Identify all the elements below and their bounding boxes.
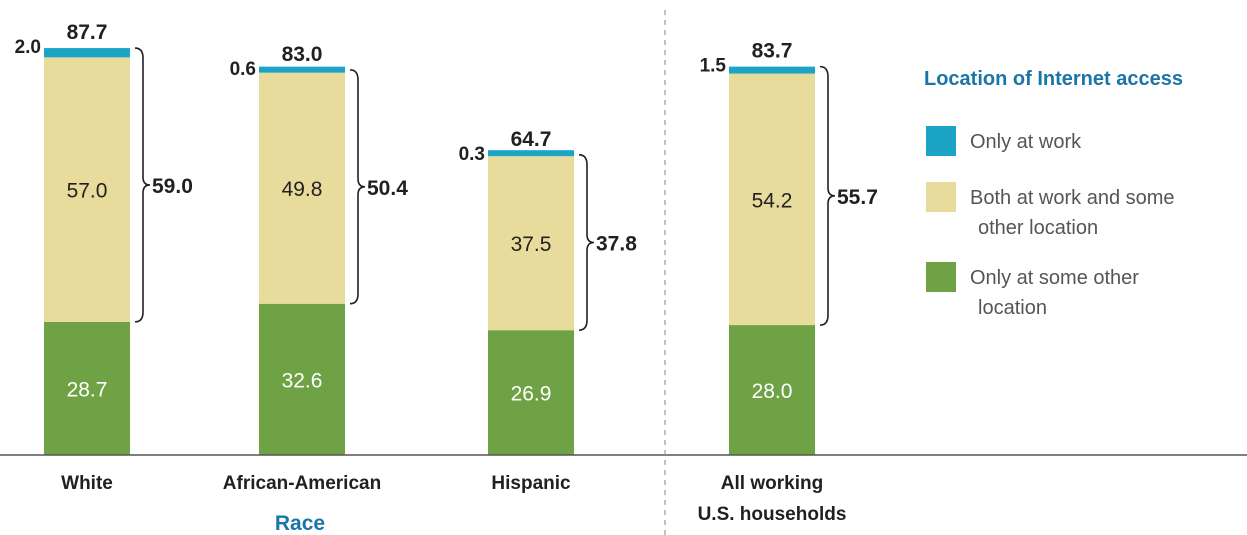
value-label-all-working-u-s-households-only-at-some-other-location: 28.0 <box>752 380 793 403</box>
category-label-all-working-u-s-households-line2: U.S. households <box>698 504 847 525</box>
total-label-hispanic: 64.7 <box>511 128 552 151</box>
value-label-african-american-both-at-work-and-some-other-location: 49.8 <box>282 178 323 201</box>
legend-swatch-only-at-some-other-location <box>926 262 956 292</box>
bar-hispanic-only-at-work <box>488 150 574 157</box>
work-total-label-white: 59.0 <box>152 175 193 198</box>
only-work-label-all-working-u-s-households: 1.5 <box>700 56 727 77</box>
value-label-african-american-only-at-some-other-location: 32.6 <box>282 369 323 392</box>
only-work-label-african-american: 0.6 <box>230 59 256 80</box>
labels-layer: 28.7 57.0 87.7 2.0 59.0 32.6 49.8 83.0 0.6 50.4 26… <box>15 21 878 406</box>
total-label-all-working-u-s-households: 83.7 <box>752 40 793 63</box>
only-work-label-hispanic: 0.3 <box>459 144 485 165</box>
category-label-african-american: African-American <box>223 473 381 494</box>
legend-label-only-at-some-other-location-line2: location <box>978 297 1047 319</box>
category-label-white: White <box>61 473 113 494</box>
legend-label-only-at-work: Only at work <box>970 131 1082 153</box>
legend-swatch-only-at-work <box>926 126 956 156</box>
bar-african-american-only-at-work <box>259 66 345 73</box>
bar-african-american-only-at-some-other-location <box>259 303 345 455</box>
legend-swatch-both-at-work-and-some-other-location <box>926 182 956 212</box>
group-label-race: Race <box>275 512 325 535</box>
bar-all-working-u-s-households-both-at-work-and-some-other-location <box>729 73 815 326</box>
legend-title: Location of Internet access <box>924 68 1183 90</box>
bar-african-american-both-at-work-and-some-other-location <box>259 72 345 304</box>
value-label-hispanic-both-at-work-and-some-other-location: 37.5 <box>511 233 552 256</box>
value-label-hispanic-only-at-some-other-location: 26.9 <box>511 383 552 406</box>
bar-white-only-at-work <box>44 48 130 58</box>
brace-african-american <box>349 69 366 305</box>
work-total-label-african-american: 50.4 <box>367 177 408 200</box>
category-label-all-working-u-s-households: All working <box>721 473 823 494</box>
work-total-label-all-working-u-s-households: 55.7 <box>837 186 878 209</box>
total-label-white: 87.7 <box>67 21 108 44</box>
bar-hispanic-both-at-work-and-some-other-location <box>488 156 574 331</box>
bar-white-only-at-some-other-location <box>44 321 130 455</box>
value-label-all-working-u-s-households-both-at-work-and-some-other-location: 54.2 <box>752 189 793 212</box>
bars-layer <box>44 48 815 455</box>
category-labels: White African-American Hispanic All working… <box>61 473 846 525</box>
value-label-white-both-at-work-and-some-other-location: 57.0 <box>67 180 108 203</box>
total-label-african-american: 83.0 <box>282 43 323 66</box>
brace-white <box>134 47 151 323</box>
category-label-hispanic: Hispanic <box>491 473 571 494</box>
bar-white-both-at-work-and-some-other-location <box>44 57 130 322</box>
brace-hispanic <box>578 153 595 331</box>
legend: Location of Internet access Only at work… <box>924 68 1183 319</box>
bar-all-working-u-s-households-only-at-work <box>729 66 815 74</box>
work-total-label-hispanic: 37.8 <box>596 232 637 255</box>
value-label-white-only-at-some-other-location: 28.7 <box>67 378 108 401</box>
bar-all-working-u-s-households-only-at-some-other-location <box>729 325 815 455</box>
legend-label-both-at-work-and-some-other-location-line2: other location <box>978 217 1098 239</box>
legend-label-both-at-work-and-some-other-location: Both at work and some <box>970 187 1175 209</box>
bar-hispanic-only-at-some-other-location <box>488 330 574 455</box>
legend-label-only-at-some-other-location: Only at some other <box>970 267 1139 289</box>
brace-all-working-u-s-households <box>819 65 836 326</box>
only-work-label-white: 2.0 <box>15 37 41 58</box>
